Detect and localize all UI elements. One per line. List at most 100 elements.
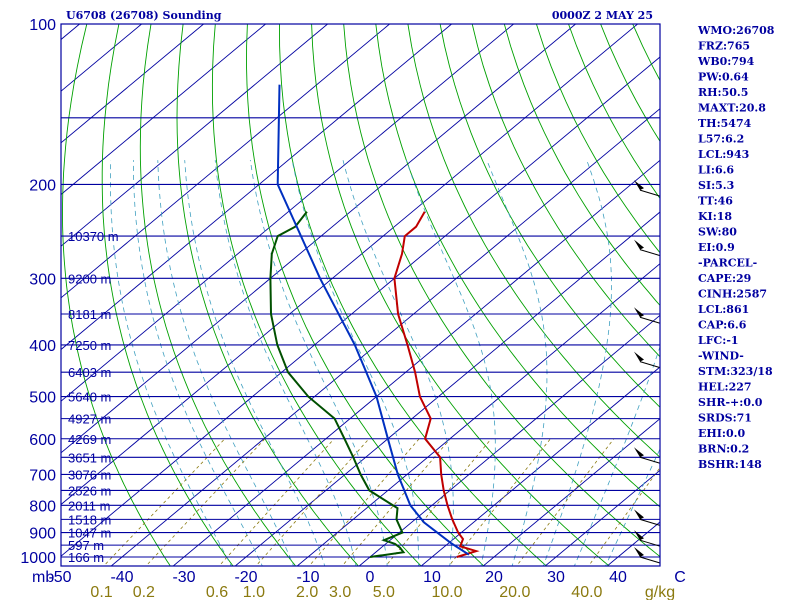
temperature-tick-label: -20 — [234, 569, 257, 586]
wind-barbs — [634, 180, 661, 564]
mixing-ratio-line — [341, 438, 451, 566]
height-label: 2011 m — [68, 498, 110, 513]
pressure-label: 700 — [29, 467, 56, 484]
pressure-label: 800 — [29, 498, 56, 515]
index-entry: LI:6.6 — [698, 164, 734, 177]
temperature-tick-label: 10 — [423, 569, 441, 586]
temperature-tick-label: C — [674, 569, 686, 586]
index-entry: L57:6.2 — [698, 133, 744, 146]
dewpoint-profile-line — [269, 211, 406, 558]
index-entry: WMO:26708 — [697, 24, 775, 37]
mixing-ratio-tick-label: 2.0 — [296, 584, 318, 600]
parcel-profile-line — [276, 84, 470, 556]
height-label: 9200 m — [68, 271, 111, 286]
pressure-labels: 100 200 300 400 500 600 700 800 900 1000 — [20, 17, 56, 567]
index-entry: HEL:227 — [698, 381, 752, 394]
profiles — [269, 84, 480, 558]
isotherm-line — [234, 211, 660, 566]
moist-adiabat-line — [133, 160, 263, 566]
wind-barb-flag — [634, 307, 644, 318]
isobars — [61, 23, 660, 558]
height-label: 8181 m — [68, 307, 111, 322]
moist-adiabat-line — [249, 160, 388, 566]
index-entry: SW:80 — [698, 226, 737, 239]
isotherm-line — [482, 418, 660, 566]
wind-barb-staff — [639, 189, 661, 197]
moist-adiabat-line — [574, 345, 660, 566]
wind-barb-flag — [634, 509, 644, 520]
index-entry: CAPE:29 — [698, 272, 751, 285]
index-entry: LCL:861 — [698, 303, 749, 316]
moist-adiabat-line — [110, 160, 232, 566]
mixing-ratio-line — [385, 438, 492, 566]
height-label: 3076 m — [68, 467, 111, 482]
temperature-profile-line — [393, 211, 480, 558]
height-label: 2526 m — [68, 483, 111, 498]
mixing-ratio-tick-label: 5.0 — [373, 584, 395, 600]
height-label: 3651 m — [68, 450, 111, 465]
mixing-ratio-tick-label: 0.1 — [90, 584, 112, 600]
height-label: 1518 m — [68, 512, 111, 527]
index-entry: TT:46 — [698, 195, 733, 208]
index-entry: PW:0.64 — [698, 71, 749, 84]
pressure-label: 600 — [29, 432, 56, 449]
station-title: U6708 (26708) Sounding — [66, 9, 222, 22]
height-label: 4269 m — [68, 432, 111, 447]
height-label: 166 m — [68, 550, 104, 565]
index-entry: LCL:943 — [698, 148, 749, 161]
thermodynamic-lines — [61, 24, 660, 566]
wind-barb-flag — [634, 180, 644, 191]
dry-adiabat-line — [375, 24, 660, 508]
isotherm-line — [420, 366, 660, 566]
mixing-ratio-line — [588, 467, 660, 566]
pressure-label: 500 — [29, 390, 56, 407]
mixing-ratio-line — [255, 438, 370, 566]
index-entry: BSHR:148 — [698, 458, 762, 471]
temperature-tick-label: -30 — [172, 569, 195, 586]
moist-adiabat-line — [605, 448, 660, 566]
dry-adiabat-line — [407, 24, 660, 458]
height-label: 4927 m — [68, 412, 111, 427]
isotherm-line — [61, 56, 660, 557]
temperature-tick-label: 30 — [547, 569, 565, 586]
index-entry: RH:50.5 — [698, 86, 748, 99]
dry-adiabat-line — [279, 24, 548, 566]
index-entry: EI:0.9 — [698, 241, 735, 254]
moist-adiabat-line — [342, 160, 454, 566]
isotherm-line — [61, 24, 204, 144]
index-entry: EHI:0.0 — [698, 427, 745, 440]
wind-barb-flag — [634, 239, 644, 250]
wind-barb-flag — [634, 530, 644, 541]
isotherm-line — [544, 469, 660, 566]
height-label: 10370 m — [68, 229, 119, 244]
mixing-ratio-tick-label: 3.0 — [329, 584, 351, 600]
dry-adiabat-line — [246, 24, 485, 566]
pressure-label: 1000 — [20, 550, 56, 567]
mixing-ratio-tick-label: 0.2 — [133, 584, 155, 600]
index-entry: CINH:2587 — [698, 288, 767, 301]
mixing-ratio-line — [308, 438, 420, 566]
mixing-ratio-tick-label: g/kg — [645, 584, 675, 600]
mixing-ratio-tick-label: 1.0 — [243, 584, 265, 600]
index-entry: SHR-+:0.0 — [698, 396, 763, 409]
wind-barb-staff — [639, 539, 661, 547]
temperature-tick-label: -10 — [296, 569, 319, 586]
height-label: 597 m — [68, 538, 104, 553]
temperature-tick-label: -50 — [48, 569, 71, 586]
dry-adiabat-line — [139, 24, 297, 566]
stability-indices: WMO:26708 FRZ:765 WB0:794 PW:0.64 RH:50.5 MAX… — [697, 24, 775, 471]
moist-adiabat-line — [542, 159, 612, 566]
wind-barb-staff — [639, 249, 661, 257]
mixing-ratio-tick-label: 20.0 — [499, 584, 530, 600]
mixing-ratio-line — [218, 438, 335, 566]
dry-adiabat-line — [101, 24, 234, 566]
wind-barb-staff — [639, 556, 661, 564]
index-entry: STM:323/18 — [698, 365, 773, 378]
index-entry: CAP:6.6 — [698, 319, 747, 332]
isotherm-line — [61, 24, 452, 351]
dry-adiabat-line — [503, 24, 660, 307]
isotherm-line — [61, 24, 266, 196]
index-entry: TH:5474 — [698, 117, 752, 130]
dry-adiabat-line — [311, 24, 610, 566]
